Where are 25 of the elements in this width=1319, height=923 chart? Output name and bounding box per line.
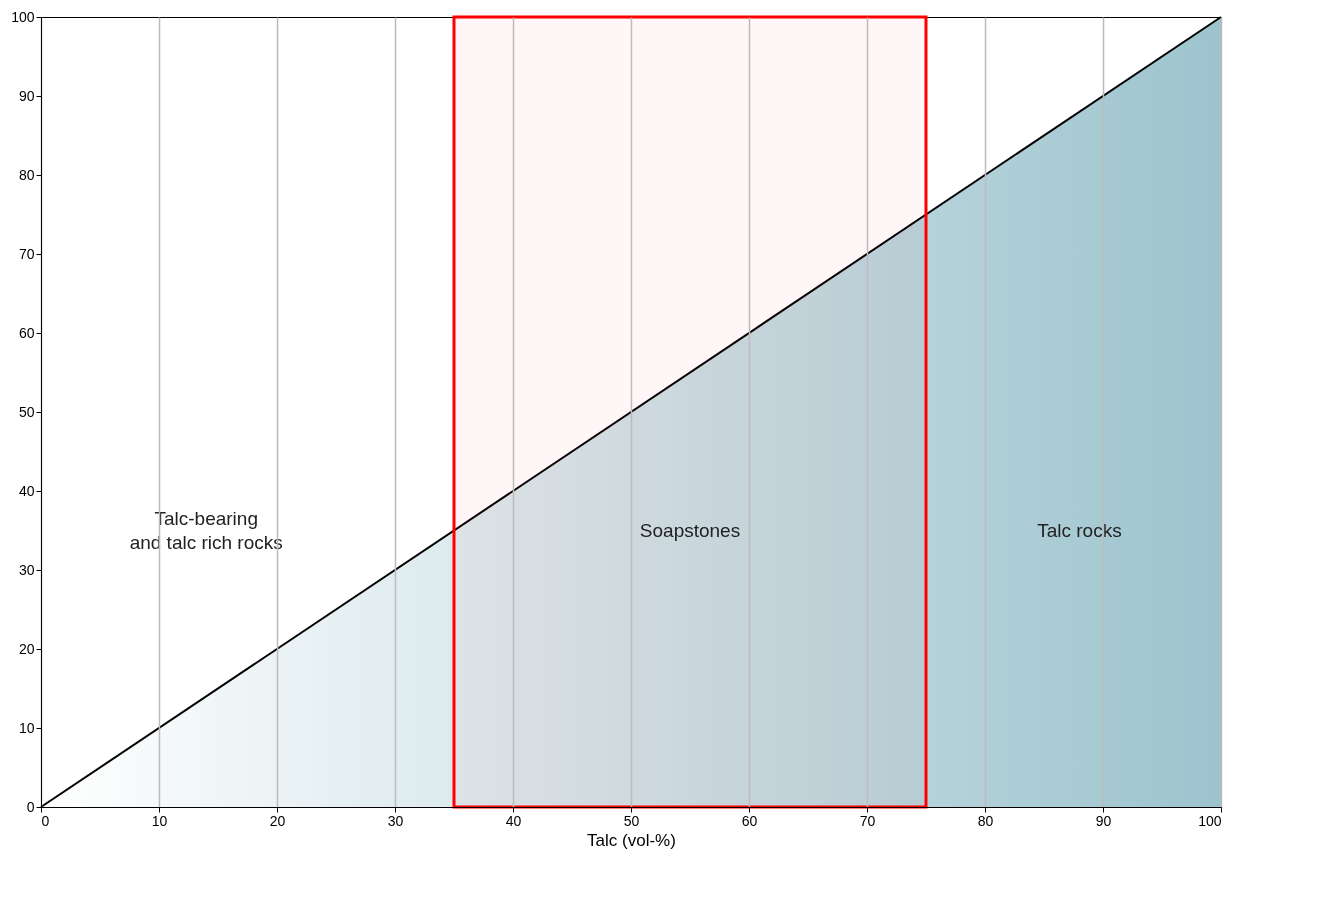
- y-tick-label: 50: [18, 403, 35, 420]
- annotation: Talc rocks: [1037, 519, 1122, 541]
- y-tick-label: 0: [26, 798, 35, 815]
- x-tick-label: 60: [741, 812, 758, 829]
- x-tick-label: 90: [1095, 812, 1112, 829]
- y-tick-label: 20: [18, 640, 35, 657]
- x-axis-title: Talc (vol-%): [587, 830, 676, 850]
- x-tick-label: 50: [623, 812, 640, 829]
- y-tick-label: 80: [18, 166, 35, 183]
- y-tick-label: 30: [18, 561, 35, 578]
- x-tick-label: 40: [505, 812, 522, 829]
- x-tick-label: 70: [859, 812, 876, 829]
- band-label: Soapstones: [639, 519, 741, 541]
- x-tick-label: 20: [269, 812, 286, 829]
- x-tick-label: 0: [41, 812, 50, 829]
- y-tick-label: 100: [11, 8, 35, 25]
- x-tick-label: 80: [977, 812, 994, 829]
- y-tick-label: 60: [18, 324, 35, 341]
- x-tick-label: 100: [1198, 812, 1222, 829]
- y-tick-label: 40: [18, 482, 35, 499]
- y-tick-label: 10: [18, 719, 35, 736]
- y-tick-label: 70: [18, 245, 35, 262]
- x-tick-label: 30: [387, 812, 404, 829]
- x-tick-label: 10: [151, 812, 168, 829]
- y-tick-label: 90: [18, 87, 35, 104]
